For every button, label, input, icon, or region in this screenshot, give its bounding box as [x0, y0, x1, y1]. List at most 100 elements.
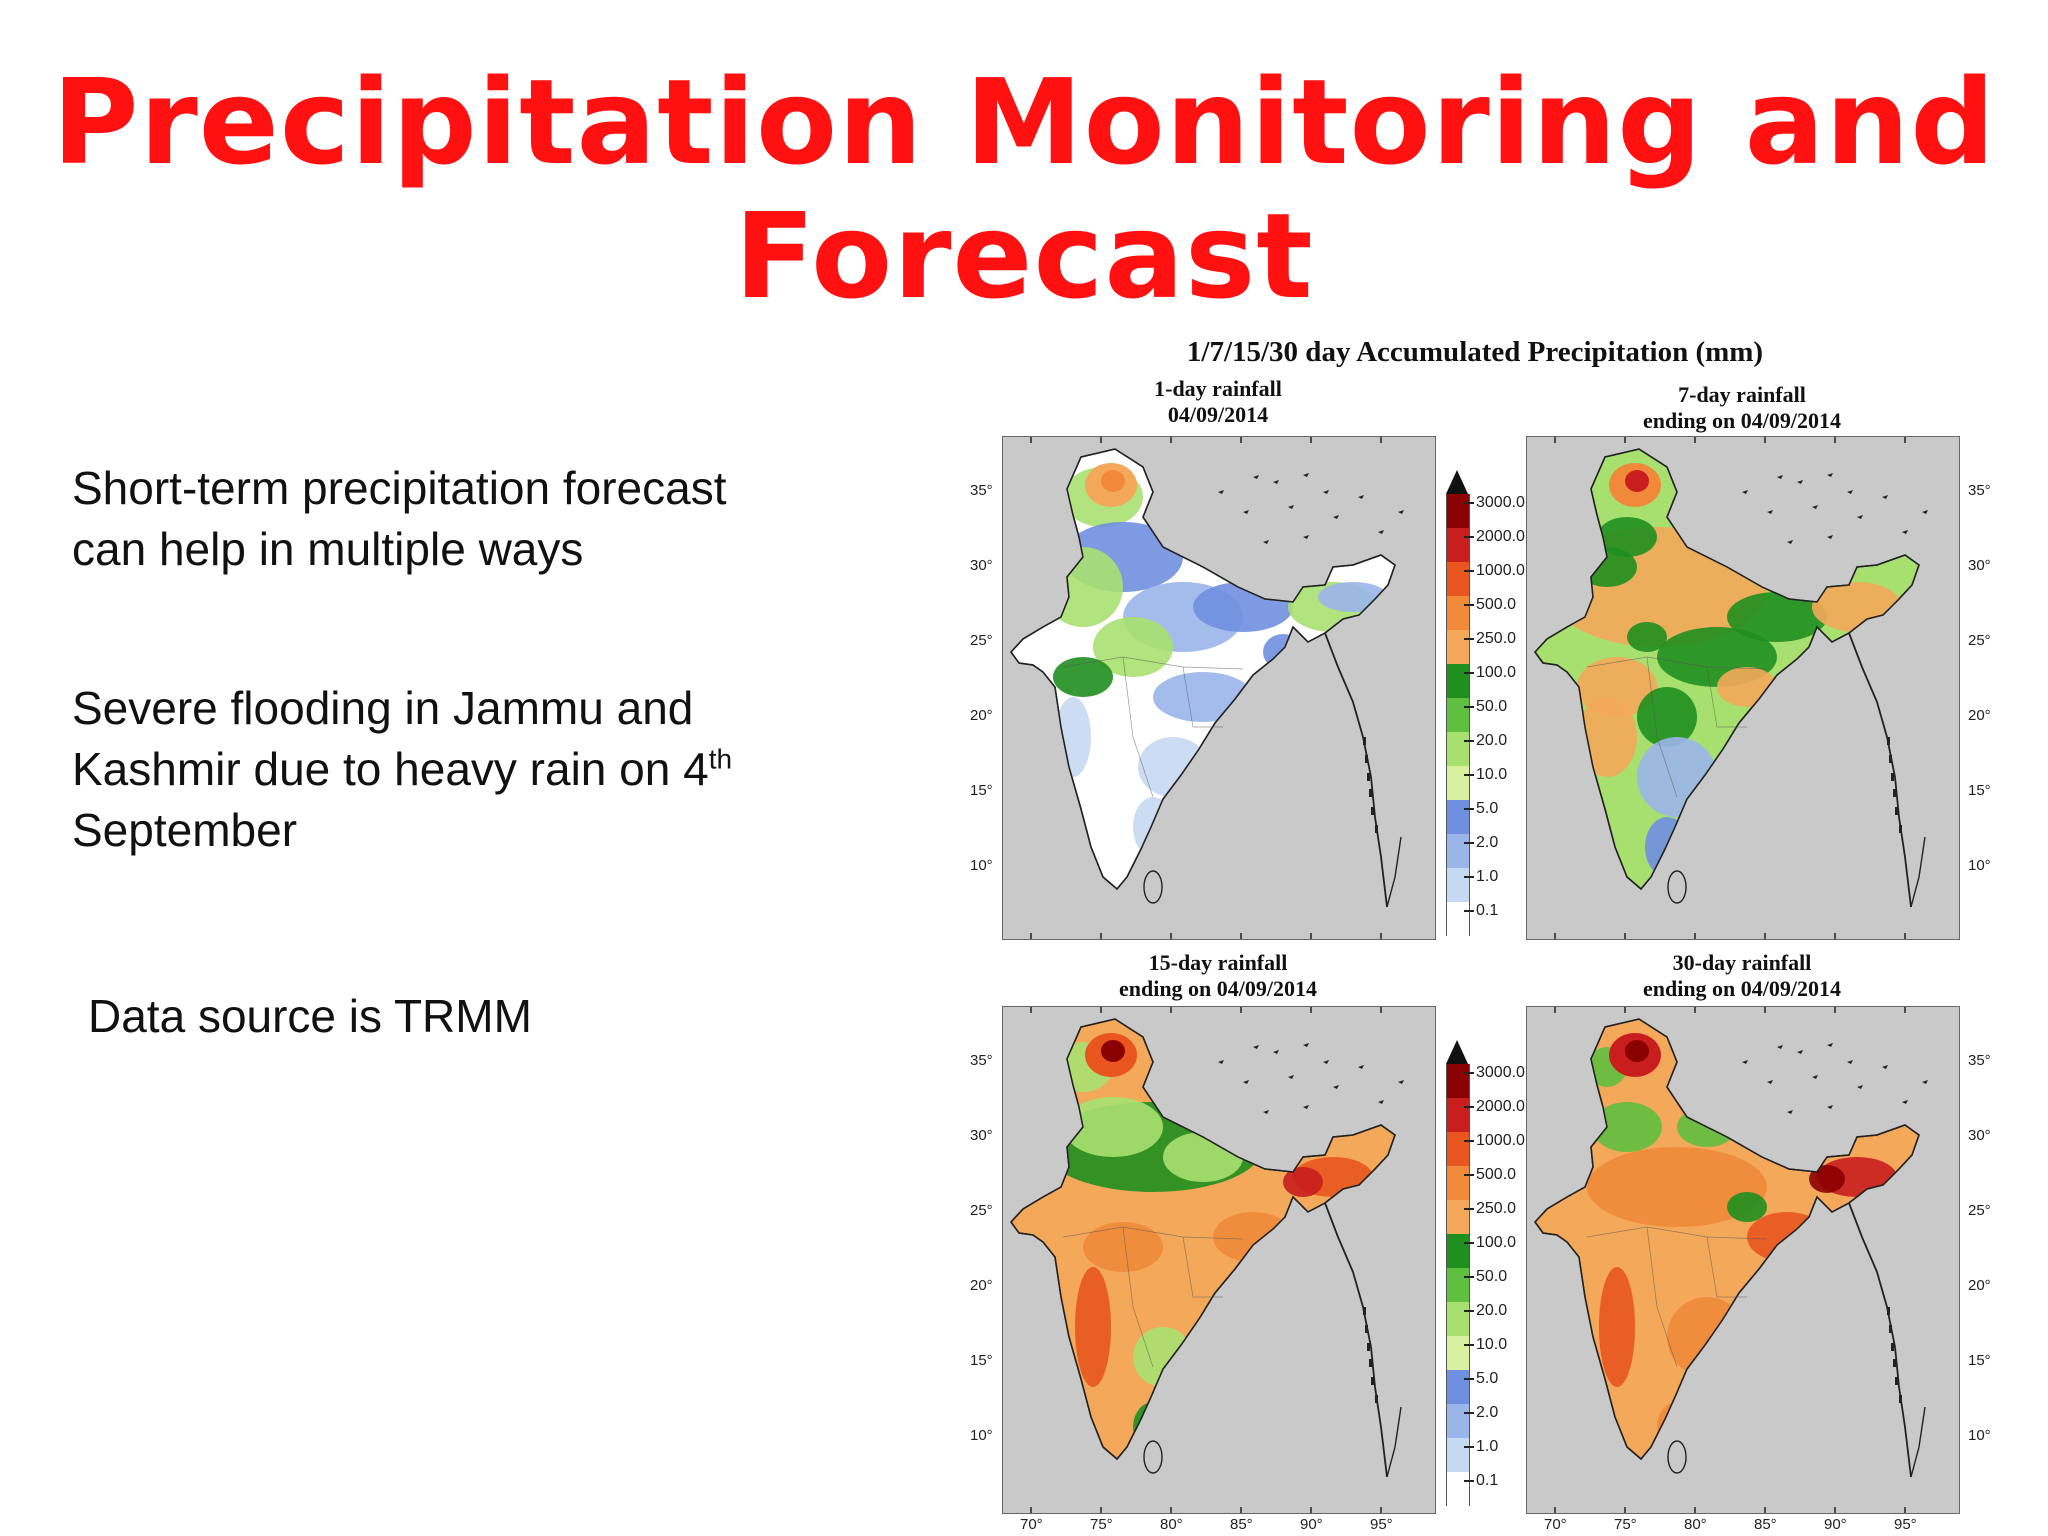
- lake-mark: [1827, 1043, 1833, 1047]
- figure-title: 1/7/15/30 day Accumulated Precipitation …: [1186, 336, 1764, 368]
- map-panel-30day: [1526, 1006, 1960, 1514]
- andaman-island: [1371, 807, 1374, 815]
- lake-mark: [1288, 505, 1294, 509]
- lake-mark: [1378, 1100, 1384, 1104]
- lake-mark: [1398, 510, 1404, 514]
- andaman-island: [1365, 1325, 1368, 1333]
- colorbar-segment: [1446, 596, 1470, 630]
- bullet-flooding-line2-text: Kashmir due to heavy rain on 4: [72, 743, 709, 795]
- lake-mark: [1812, 1075, 1818, 1079]
- lon-label: 85°: [1754, 1516, 1777, 1533]
- lake-mark: [1323, 1060, 1329, 1064]
- lake-mark: [1263, 540, 1269, 544]
- andaman-island: [1369, 1359, 1372, 1367]
- rainfall-zone: [1075, 1267, 1111, 1387]
- andaman-island: [1893, 789, 1896, 797]
- lat-label: 15°: [1968, 782, 1991, 799]
- lake-mark: [1218, 490, 1224, 494]
- lake-mark: [1273, 1050, 1279, 1054]
- andaman-island: [1371, 1377, 1374, 1385]
- colorbar-tick: [1464, 1344, 1474, 1346]
- colorbar-tick: [1464, 1242, 1474, 1244]
- rainfall-zone: [1627, 622, 1667, 652]
- lake-mark: [1273, 480, 1279, 484]
- colorbar-tick: [1464, 1480, 1474, 1482]
- lake-mark: [1777, 475, 1783, 479]
- colorbar-label: 1.0: [1476, 1438, 1499, 1455]
- andaman-island: [1363, 737, 1366, 745]
- colorbar-segment: [1446, 1438, 1470, 1472]
- colorbar-tick: [1464, 1446, 1474, 1448]
- rainfall-zone: [1043, 547, 1123, 627]
- lake-mark: [1303, 535, 1309, 539]
- lon-label: 90°: [1824, 1516, 1847, 1533]
- colorbar-segment: [1446, 1268, 1470, 1302]
- colorbar-segment: [1446, 1234, 1470, 1268]
- lat-label: 20°: [1968, 1277, 1991, 1294]
- lat-label: 35°: [970, 1052, 993, 1069]
- colorbar-segment: [1446, 562, 1470, 596]
- lake-mark: [1742, 1060, 1748, 1064]
- andaman-island: [1899, 825, 1902, 833]
- rainfall-zone: [1138, 737, 1208, 797]
- colorbar-tick: [1464, 1276, 1474, 1278]
- colorbar-tick: [1464, 1208, 1474, 1210]
- colorbar-segment: [1446, 1200, 1470, 1234]
- precipitation-figure: 1/7/15/30 day Accumulated Precipitation …: [940, 330, 2010, 1536]
- andaman-island: [1375, 825, 1378, 833]
- lake-mark: [1922, 1080, 1928, 1084]
- lat-label: 20°: [970, 707, 993, 724]
- andaman-island: [1891, 1343, 1894, 1351]
- andaman-island: [1365, 755, 1368, 763]
- colorbar-segment: [1446, 494, 1470, 528]
- kashmir-rain-core: [1625, 1040, 1649, 1062]
- lon-label: 80°: [1160, 1516, 1183, 1533]
- india-map-svg: [1534, 1007, 1928, 1513]
- map-panel-7day: [1526, 436, 1960, 940]
- map-panel-15day: [1002, 1006, 1436, 1514]
- lat-label: 25°: [970, 1202, 993, 1219]
- rainfall-zone: [1083, 1222, 1163, 1272]
- lon-label: 85°: [1230, 1516, 1253, 1533]
- sri-lanka-outline: [1143, 1440, 1163, 1474]
- lake-mark: [1742, 490, 1748, 494]
- lat-label: 10°: [1968, 857, 1991, 874]
- rainfall-zones: [1547, 517, 1902, 877]
- rainfall-zone: [1053, 657, 1113, 697]
- andaman-island: [1363, 1307, 1366, 1315]
- lake-mark: [1827, 473, 1833, 477]
- lake-mark: [1333, 515, 1339, 519]
- lake-mark: [1378, 530, 1384, 534]
- colorbar-tick: [1464, 740, 1474, 742]
- colorbar-tick: [1464, 774, 1474, 776]
- rainfall-zone: [1592, 1102, 1662, 1152]
- rainfall-zone: [1599, 1267, 1635, 1387]
- lake-mark: [1857, 515, 1863, 519]
- colorbar-segment: [1446, 1472, 1470, 1506]
- lat-label: 20°: [1968, 707, 1991, 724]
- colorbar-label: 3000.0: [1476, 494, 1525, 511]
- colorbar-tick: [1464, 842, 1474, 844]
- colorbar-segment: [1446, 1404, 1470, 1438]
- lon-label: 70°: [1544, 1516, 1567, 1533]
- coastline-segment: [1386, 836, 1402, 908]
- lake-mark: [1253, 1045, 1259, 1049]
- colorbar-tick: [1464, 910, 1474, 912]
- rainfall-zone: [1577, 697, 1637, 777]
- lat-label: 15°: [970, 1352, 993, 1369]
- panel-title-1day-line1: 1-day rainfall: [1154, 376, 1282, 401]
- colorbar-label: 500.0: [1476, 1166, 1517, 1183]
- colorbar-segment: [1446, 1302, 1470, 1336]
- panel-title-30day-line1: 30-day rainfall: [1672, 950, 1812, 975]
- slide-title-line2: Forecast: [734, 187, 1314, 325]
- lat-label: 10°: [970, 1427, 993, 1444]
- andaman-island: [1887, 1307, 1890, 1315]
- panel-title-1day: 1-day rainfall 04/09/2014: [1002, 376, 1434, 428]
- myanmar-coastline: [1324, 1202, 1388, 1478]
- india-outline: [1010, 448, 1396, 891]
- lake-mark: [1797, 480, 1803, 484]
- colorbar-label: 500.0: [1476, 596, 1517, 613]
- india-map-svg: [1010, 1007, 1404, 1513]
- lon-label: 95°: [1370, 1516, 1393, 1533]
- colorbar-bottom: 3000.0 2000.0 1000.0 500.0 250.0 100.0 50.0 20.…: [1446, 1040, 1556, 1530]
